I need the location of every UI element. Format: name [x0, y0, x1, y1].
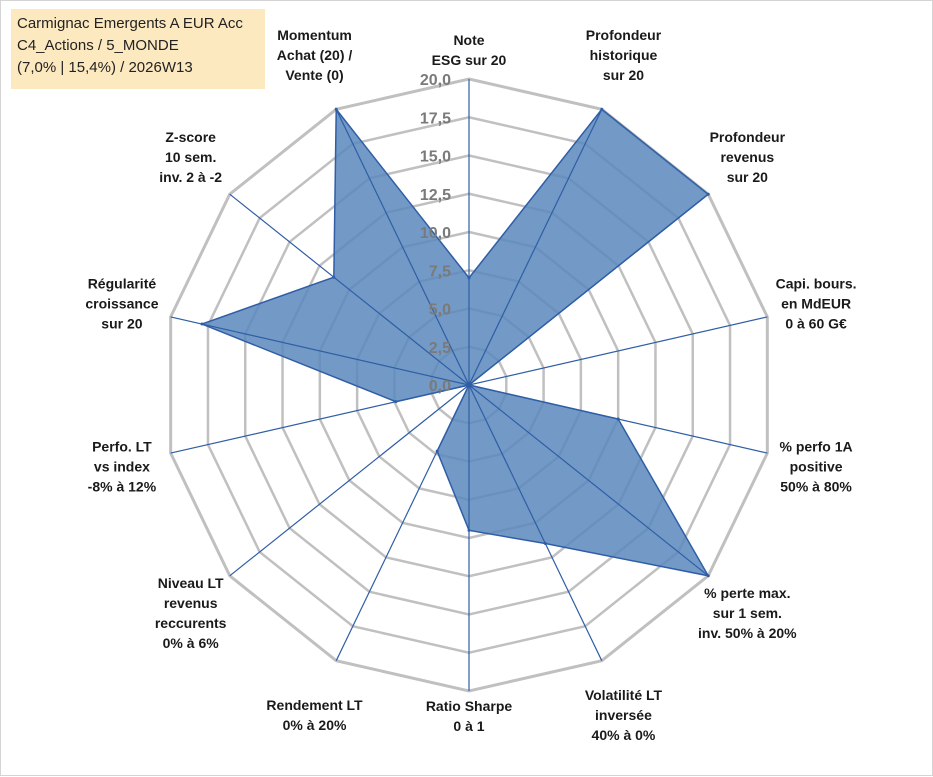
- tick-label-7: 17,5: [420, 110, 451, 127]
- axis-label-8-line-0: Rendement LT: [266, 697, 363, 713]
- axis-label-6: Volatilité LT inversée 40% à 0%: [585, 687, 663, 743]
- axis-label-4-line-1: positive: [790, 458, 843, 474]
- tick-label-4: 10,0: [420, 225, 451, 242]
- axis-label-5: % perte max. sur 1 sem. inv. 50% à 20%: [698, 585, 797, 641]
- axis-label-4: % perfo 1A positive 50% à 80%: [780, 438, 853, 494]
- axis-label-13: Momentum Achat (20) / Vente (0): [277, 27, 353, 83]
- axis-label-2-line-0: Profondeur: [710, 129, 786, 145]
- axis-label-1-line-0: Profondeur: [586, 27, 662, 43]
- axis-label-11-line-2: sur 20: [101, 316, 142, 332]
- tick-label-2: 5,0: [429, 302, 451, 319]
- axis-label-1-line-2: sur 20: [603, 67, 644, 83]
- axis-label-3-line-1: en MdEUR: [781, 296, 851, 312]
- axis-label-8-line-1: 0% à 20%: [283, 717, 347, 733]
- axis-label-13-line-1: Achat (20) /: [277, 47, 353, 63]
- axis-label-2-line-2: sur 20: [727, 169, 768, 185]
- spoke-8: [335, 384, 470, 661]
- axis-label-7-line-0: Ratio Sharpe: [426, 698, 513, 714]
- axis-label-6-line-0: Volatilité LT: [585, 687, 663, 703]
- tick-label-1: 2,5: [429, 340, 451, 357]
- axis-label-4-line-2: 50% à 80%: [780, 478, 852, 494]
- axis-label-10: Perfo. LT vs index -8% à 12%: [88, 438, 157, 494]
- chart-title-box: Carmignac Emergents A EUR Acc C4_Actions…: [11, 9, 265, 89]
- axis-label-13-line-0: Momentum: [277, 27, 352, 43]
- axis-label-5-line-2: inv. 50% à 20%: [698, 625, 797, 641]
- spoke-11: [170, 316, 470, 386]
- axis-label-0-line-1: ESG sur 20: [432, 52, 507, 68]
- axis-label-10-line-0: Perfo. LT: [92, 438, 152, 454]
- axis-label-11: Régularité croissance sur 20: [85, 276, 158, 332]
- axis-label-11-line-0: Régularité: [88, 276, 157, 292]
- axis-label-2-line-1: revenus: [720, 149, 774, 165]
- axis-label-10-line-1: vs index: [94, 458, 150, 474]
- axis-label-0: Note ESG sur 20: [432, 32, 507, 68]
- axis-label-10-line-2: -8% à 12%: [88, 478, 157, 494]
- axis-label-2: Profondeur revenus sur 20: [710, 129, 786, 185]
- spoke-2: [468, 193, 709, 386]
- axis-label-11-line-1: croissance: [85, 296, 158, 312]
- axis-label-9-line-1: revenus: [164, 595, 218, 611]
- radial-tick-labels: 0,0 2,5 5,0 7,5 10,0 12,5 15,0 17,5 20,0: [420, 72, 451, 395]
- spoke-4: [468, 384, 768, 454]
- axis-label-9-line-0: Niveau LT: [158, 575, 224, 591]
- axis-label-3-line-0: Capi. bours.: [776, 276, 857, 292]
- axis-label-6-line-2: 40% à 0%: [592, 727, 656, 743]
- tick-label-8: 20,0: [420, 72, 451, 89]
- axis-label-7: Ratio Sharpe 0 à 1: [426, 698, 513, 734]
- axis-label-1-line-1: historique: [590, 47, 658, 63]
- axis-label-9-line-3: 0% à 6%: [163, 635, 220, 651]
- axis-label-1: Profondeur historique sur 20: [586, 27, 662, 83]
- spoke-12: [229, 193, 470, 386]
- radar-spokes: [170, 79, 768, 691]
- axis-label-12-line-1: 10 sem.: [165, 149, 216, 165]
- axis-label-5-line-0: % perte max.: [704, 585, 790, 601]
- axis-label-3: Capi. bours. en MdEUR 0 à 60 G€: [776, 276, 857, 332]
- axis-label-13-line-2: Vente (0): [285, 67, 343, 83]
- tick-label-0: 0,0: [429, 378, 451, 395]
- axis-label-7-line-1: 0 à 1: [453, 718, 484, 734]
- axis-label-5-line-1: sur 1 sem.: [713, 605, 782, 621]
- spoke-1: [468, 109, 603, 386]
- axis-label-12-line-0: Z-score: [165, 129, 216, 145]
- radar-series: [199, 107, 710, 578]
- axis-label-4-line-0: % perfo 1A: [780, 438, 853, 454]
- tick-label-6: 15,0: [420, 149, 451, 166]
- axis-label-12: Z-score 10 sem. inv. 2 à -2: [159, 129, 222, 185]
- spoke-13: [335, 109, 470, 386]
- spoke-10: [170, 384, 470, 454]
- axis-label-12-line-2: inv. 2 à -2: [159, 169, 222, 185]
- axis-label-8: Rendement LT 0% à 20%: [266, 697, 363, 733]
- title-line-category: C4_Actions / 5_MONDE: [17, 37, 179, 54]
- spoke-6: [468, 384, 603, 661]
- axis-label-9-line-2: reccurents: [155, 615, 227, 631]
- axis-labels: Note ESG sur 20 Profondeur historique sur 20…: [85, 27, 856, 743]
- axis-label-6-line-1: inversée: [595, 707, 652, 723]
- title-line-fund: Carmignac Emergents A EUR Acc: [17, 15, 243, 32]
- tick-label-3: 7,5: [429, 263, 451, 280]
- tick-label-5: 12,5: [420, 187, 451, 204]
- spoke-9: [229, 384, 470, 577]
- title-line-stats: (7,0% | 15,4%) / 2026W13: [17, 59, 193, 76]
- axis-label-9: Niveau LT revenus reccurents 0% à 6%: [155, 575, 227, 651]
- spoke-5: [468, 384, 709, 577]
- axis-label-3-line-2: 0 à 60 G€: [785, 316, 847, 332]
- axis-label-0-line-0: Note: [453, 32, 484, 48]
- spoke-3: [468, 316, 768, 386]
